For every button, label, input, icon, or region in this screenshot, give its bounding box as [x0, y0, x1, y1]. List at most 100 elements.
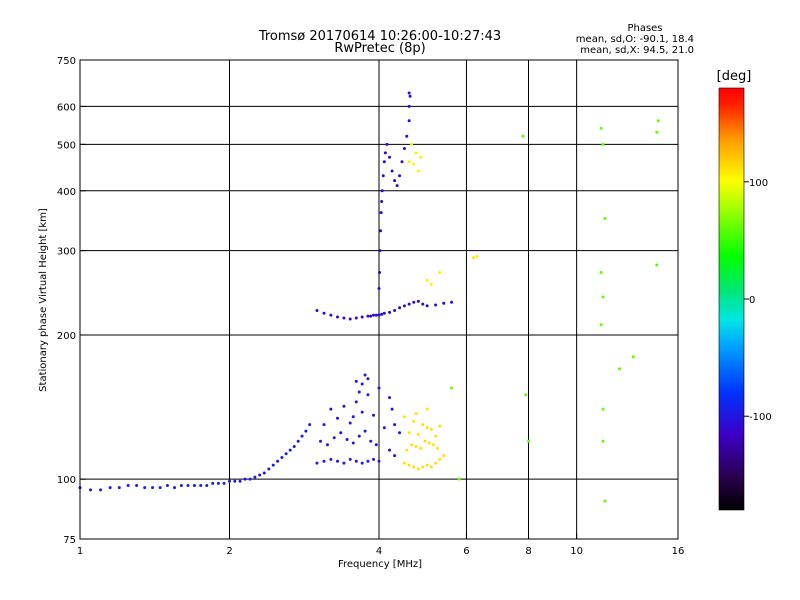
data-point [253, 475, 257, 479]
data-point [434, 461, 438, 465]
y-tick-label: 300 [57, 247, 76, 258]
data-point [351, 415, 355, 419]
data-point [357, 390, 361, 394]
x-tick-label: 4 [376, 546, 382, 557]
data-point [388, 448, 392, 452]
data-point [369, 314, 373, 318]
data-point [342, 316, 346, 320]
data-point [599, 271, 603, 275]
colorbar-ticks: -100 0 100 [744, 178, 772, 423]
data-point [414, 151, 418, 155]
data-point [390, 407, 394, 411]
data-point [405, 448, 409, 452]
data-point [348, 317, 352, 321]
data-point [348, 457, 352, 461]
data-point [262, 471, 266, 475]
data-point [380, 199, 384, 203]
data-point [374, 313, 378, 317]
data-point [186, 483, 190, 487]
x-axis-label: Frequency [MHz] [338, 559, 422, 570]
data-point [388, 310, 392, 314]
data-point [425, 426, 429, 430]
data-point [360, 315, 364, 319]
y-axis-ticks: 75 100 200 300 400 500 600 750 [57, 56, 86, 546]
data-point [438, 457, 442, 461]
data-point [377, 313, 381, 317]
data-point [388, 396, 392, 400]
data-point [412, 465, 416, 469]
data-point [284, 452, 288, 456]
data-point [385, 142, 389, 146]
data-point [601, 407, 605, 411]
x-tick-label: 1 [77, 546, 83, 557]
data-point [228, 479, 231, 483]
y-tick-label: 500 [57, 140, 76, 151]
data-point [412, 162, 416, 166]
data-point [425, 304, 429, 308]
data-point [388, 155, 392, 159]
data-point [308, 423, 312, 427]
data-point [378, 271, 382, 275]
colorbar-tick-label: -100 [749, 412, 772, 423]
data-point [419, 446, 423, 450]
data-point [379, 229, 383, 233]
data-point [238, 479, 242, 483]
data-point [243, 477, 247, 481]
data-point [380, 189, 384, 193]
data-point [407, 160, 411, 164]
data-point [380, 312, 384, 316]
data-point [151, 486, 155, 490]
data-point [248, 477, 252, 481]
data-point [412, 419, 416, 423]
data-point [457, 477, 461, 481]
y-tick-label: 750 [57, 56, 76, 67]
data-point [419, 155, 423, 159]
data-point [126, 483, 130, 487]
x-tick-label: 8 [525, 546, 531, 557]
data-point [258, 473, 262, 477]
phases-x-stats: mean, sd,X: 94.5, 21.0 [580, 45, 694, 56]
data-point [524, 393, 528, 397]
data-point [442, 454, 446, 458]
data-point [378, 249, 382, 253]
data-point [366, 393, 370, 397]
data-point [211, 481, 215, 485]
data-point [377, 386, 381, 390]
colorbar-tick-label: 0 [749, 295, 755, 306]
data-point [521, 134, 525, 138]
data-point [351, 441, 355, 445]
data-point [354, 379, 358, 383]
x-tick-label: 10 [570, 546, 583, 557]
data-point [332, 436, 336, 440]
data-point [158, 486, 162, 490]
data-point [432, 443, 436, 447]
colorbar [719, 88, 744, 510]
data-point [421, 465, 425, 469]
data-point [655, 263, 659, 267]
data-point [173, 486, 177, 490]
data-point [233, 479, 237, 483]
data-point [382, 160, 386, 164]
data-point [342, 461, 346, 465]
data-point [601, 439, 605, 443]
data-point [199, 483, 203, 487]
data-point [429, 465, 433, 469]
data-point [409, 142, 413, 146]
data-point [407, 302, 411, 306]
data-point [382, 426, 386, 430]
data-point [336, 416, 340, 420]
data-point [400, 160, 404, 164]
data-point [205, 483, 209, 487]
data-points [78, 91, 660, 503]
data-point [429, 282, 433, 286]
y-tick-label: 200 [57, 331, 76, 342]
data-point [329, 407, 333, 411]
data-point [329, 313, 333, 317]
data-point [409, 443, 413, 447]
data-point [429, 427, 433, 431]
data-point [601, 295, 605, 299]
data-point [89, 488, 93, 492]
data-point [192, 483, 196, 487]
data-point [216, 481, 220, 485]
data-point [407, 431, 411, 435]
